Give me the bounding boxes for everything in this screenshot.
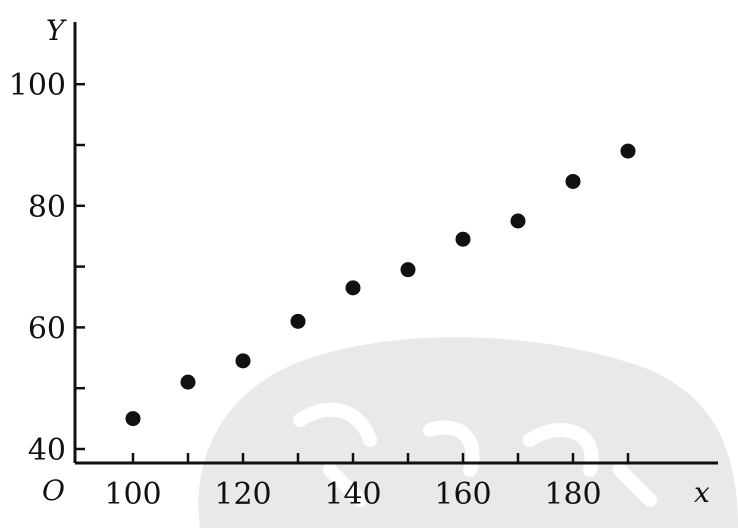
x-tick-label-180: 180 — [544, 477, 601, 512]
data-point-0-5 — [400, 262, 416, 278]
data-point-0-4 — [345, 280, 361, 296]
y-tick-label-60: 60 — [28, 311, 66, 346]
data-point-0-6 — [455, 231, 471, 247]
y-tick-label-100: 100 — [9, 68, 66, 103]
x-axis-label: x — [694, 476, 710, 509]
y-tick-label-40: 40 — [28, 433, 66, 468]
x-tick-label-160: 160 — [434, 477, 491, 512]
origin-label: O — [42, 474, 65, 507]
data-point-0-2 — [235, 353, 251, 369]
data-point-0-1 — [180, 374, 196, 390]
data-point-0-8 — [565, 173, 581, 189]
data-points — [125, 143, 636, 427]
x-tick-label-140: 140 — [324, 477, 381, 512]
data-point-0-3 — [290, 313, 306, 329]
data-point-0-0 — [125, 411, 141, 427]
tick-marks — [75, 82, 630, 463]
data-point-0-9 — [620, 143, 636, 159]
watermark — [198, 337, 738, 528]
tick-labels: 100 120 140 160 180 40 60 80 100 — [9, 68, 602, 512]
data-point-0-7 — [510, 213, 526, 229]
x-tick-label-120: 120 — [214, 477, 271, 512]
x-tick-label-100: 100 — [104, 477, 161, 512]
y-tick-label-80: 80 — [28, 190, 66, 225]
y-axis-label: Y — [46, 14, 67, 47]
axes: Yx O — [42, 14, 718, 509]
